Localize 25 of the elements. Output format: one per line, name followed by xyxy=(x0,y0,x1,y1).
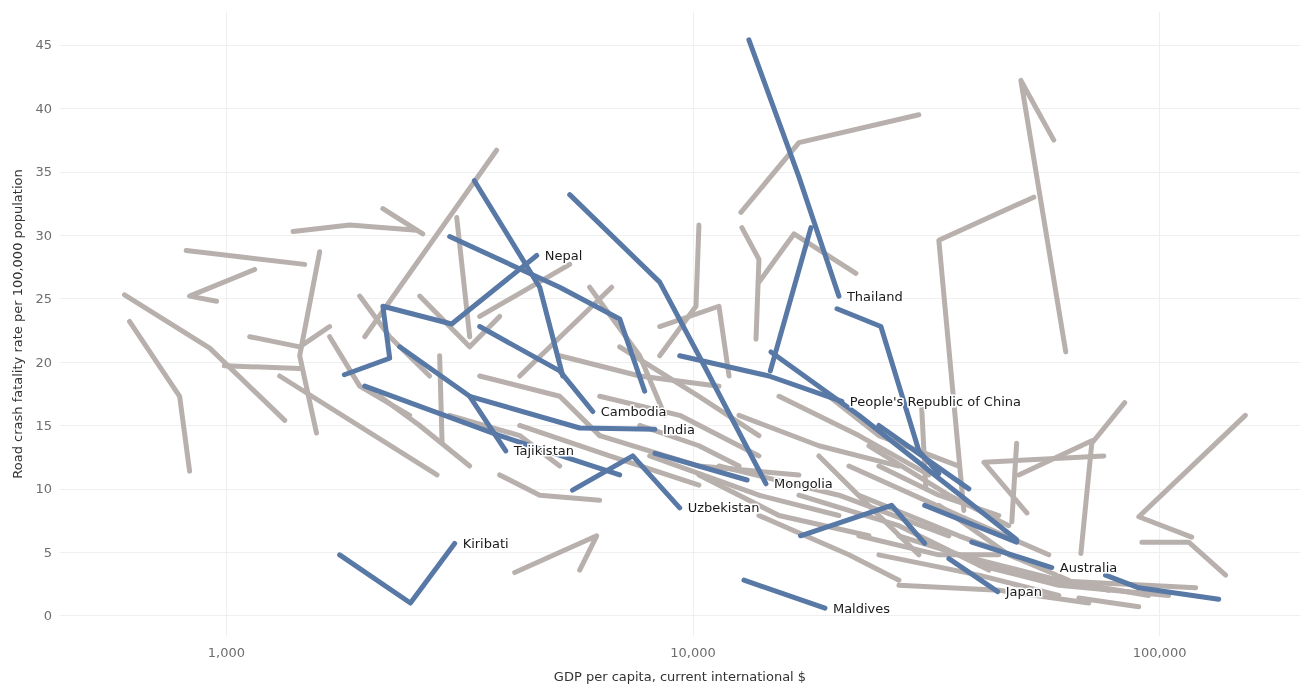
x-tick-label: 100,000 xyxy=(1132,645,1187,660)
y-tick-label: 5 xyxy=(43,544,52,560)
series-label: Mongolia xyxy=(774,476,833,492)
series-label: India xyxy=(662,421,695,437)
y-tick-label: 35 xyxy=(35,164,52,180)
y-tick-label: 40 xyxy=(35,100,52,116)
x-axis-title: GDP per capita, current international $ xyxy=(553,669,807,684)
y-axis-title: Road crash fatality rate per 100,000 population xyxy=(10,169,25,479)
x-tick-label: 1,000 xyxy=(207,645,245,660)
series-label: Australia xyxy=(1059,560,1118,576)
y-tick-label: 20 xyxy=(35,354,52,370)
y-tick-label: 10 xyxy=(35,481,52,497)
series-label: Kiribati xyxy=(462,535,509,551)
y-tick-label: 15 xyxy=(35,417,52,433)
x-tick-label: 10,000 xyxy=(670,645,716,660)
series-label: Thailand xyxy=(845,288,903,304)
y-tick-label: 30 xyxy=(35,227,52,243)
y-tick-label: 45 xyxy=(35,37,52,53)
series-label: Maldives xyxy=(832,600,891,616)
series-label: Nepal xyxy=(544,248,583,264)
y-tick-label: 25 xyxy=(35,291,52,307)
series-label: Uzbekistan xyxy=(687,500,760,516)
series-label: Japan xyxy=(1004,584,1042,600)
series-label: Cambodia xyxy=(600,404,667,420)
y-tick-label: 0 xyxy=(43,608,52,624)
